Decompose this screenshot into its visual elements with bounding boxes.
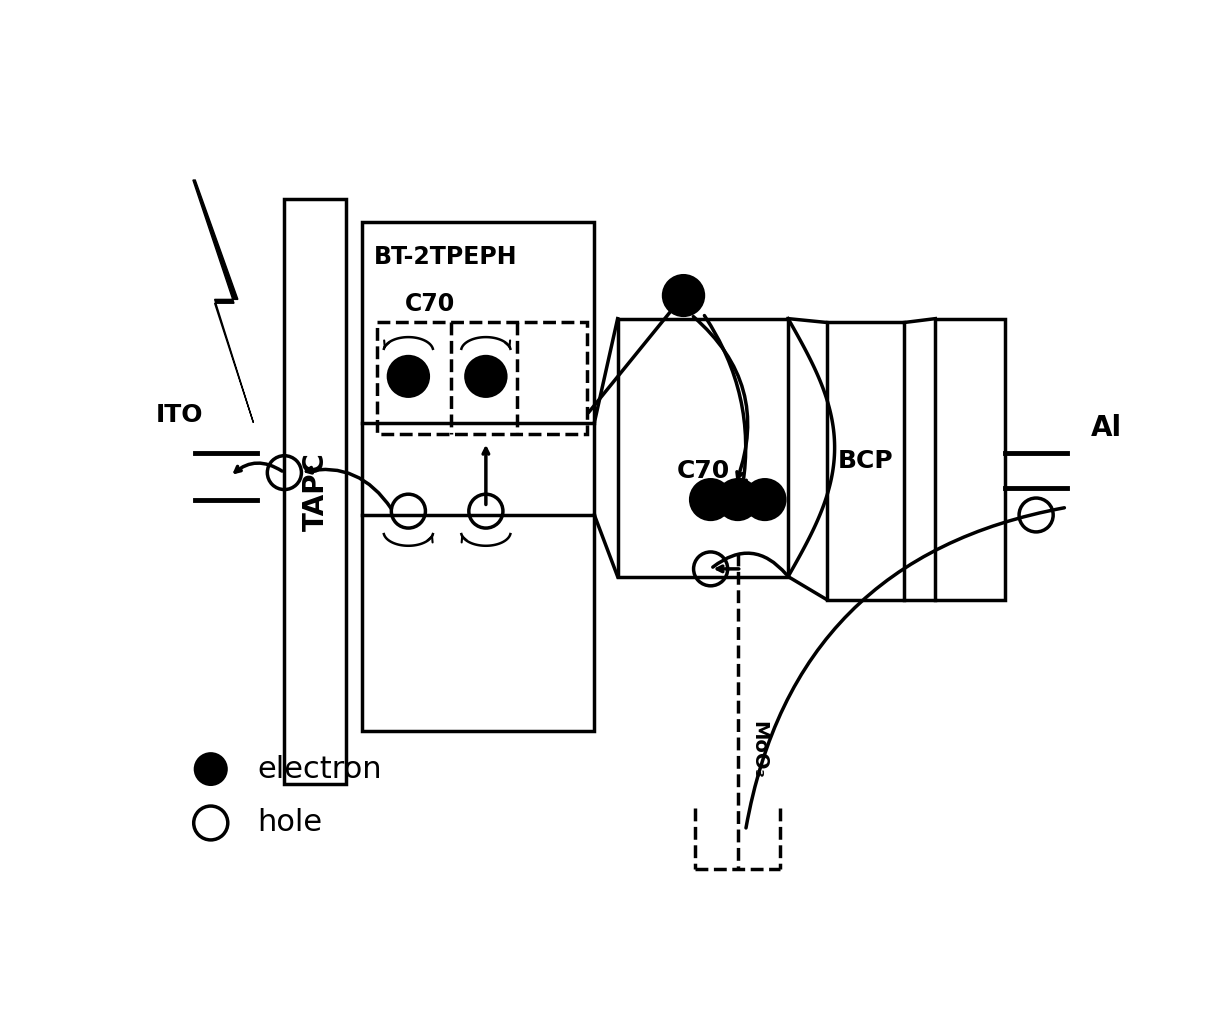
Text: TAPC: TAPC	[302, 452, 330, 531]
Circle shape	[662, 274, 706, 317]
Text: hole: hole	[258, 808, 322, 838]
Bar	[284, 200, 347, 785]
Bar	[618, 319, 788, 577]
Text: BT-2TPEPH: BT-2TPEPH	[374, 246, 516, 269]
Text: electron: electron	[258, 755, 382, 784]
Text: Al: Al	[1090, 415, 1122, 442]
Circle shape	[464, 355, 508, 398]
Polygon shape	[193, 180, 254, 423]
Bar	[361, 222, 595, 731]
Circle shape	[744, 478, 786, 521]
Text: C70: C70	[404, 291, 454, 316]
Circle shape	[716, 478, 759, 521]
Circle shape	[194, 752, 228, 786]
Bar	[935, 319, 1005, 599]
Text: C70: C70	[676, 459, 729, 483]
Circle shape	[689, 478, 733, 521]
Text: MoO₃: MoO₃	[750, 720, 768, 779]
Circle shape	[387, 355, 430, 398]
Bar	[377, 322, 586, 434]
Text: ITO: ITO	[156, 403, 204, 427]
Text: BCP: BCP	[838, 449, 894, 473]
Bar	[827, 322, 905, 599]
